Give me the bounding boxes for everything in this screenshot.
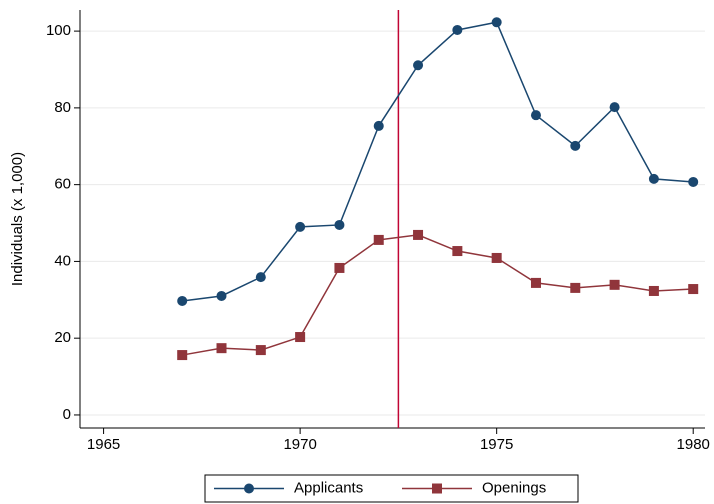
y-tick-label: 40	[54, 252, 71, 269]
marker	[688, 176, 699, 187]
x-tick-label: 1980	[677, 436, 710, 453]
marker	[570, 282, 581, 293]
marker	[295, 221, 306, 232]
series-line	[182, 234, 694, 356]
marker	[216, 343, 227, 354]
marker	[491, 252, 502, 263]
marker	[609, 279, 620, 290]
marker	[373, 234, 384, 245]
marker	[530, 277, 541, 288]
marker	[413, 60, 424, 71]
legend-label: Applicants	[294, 479, 363, 496]
marker	[452, 246, 463, 257]
y-tick-label: 80	[54, 99, 71, 116]
series-line	[182, 21, 694, 302]
marker	[216, 290, 227, 301]
marker	[432, 483, 442, 494]
marker	[413, 229, 424, 240]
x-tick-label: 1975	[480, 436, 513, 453]
y-tick-label: 0	[63, 406, 71, 423]
marker	[530, 110, 541, 121]
marker	[491, 17, 502, 28]
marker	[177, 295, 188, 306]
marker	[295, 332, 306, 343]
y-tick-label: 60	[54, 176, 71, 193]
marker	[334, 219, 345, 230]
marker	[688, 284, 699, 295]
marker	[373, 120, 384, 131]
marker	[244, 483, 254, 494]
marker	[609, 102, 620, 113]
marker	[570, 140, 581, 151]
x-tick-label: 1970	[283, 436, 316, 453]
y-tick-label: 20	[54, 329, 71, 346]
marker	[648, 285, 659, 296]
marker	[255, 345, 266, 356]
y-tick-label: 100	[46, 22, 71, 39]
x-tick-label: 1965	[87, 436, 120, 453]
marker	[255, 272, 266, 283]
marker	[452, 24, 463, 35]
y-axis-label: Individuals (x 1,000)	[9, 152, 26, 286]
marker	[648, 173, 659, 184]
marker	[177, 350, 188, 361]
legend-label: Openings	[482, 479, 546, 496]
marker	[334, 262, 345, 273]
